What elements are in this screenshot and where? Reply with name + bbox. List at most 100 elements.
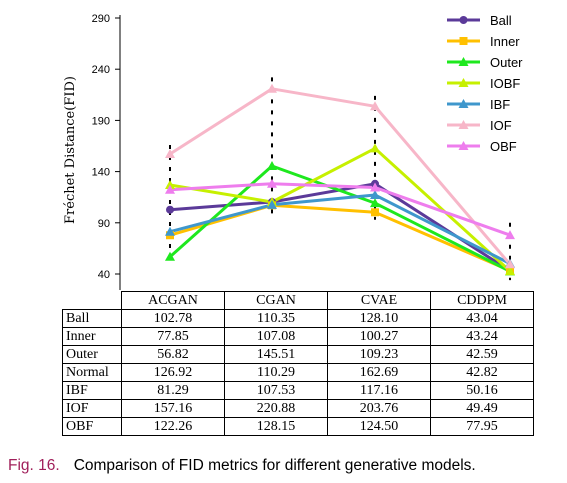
column-header: CDDPM	[430, 291, 534, 310]
table-cell: 110.29	[224, 363, 328, 382]
legend-label-inner: Inner	[490, 34, 520, 49]
data-point-obf	[370, 182, 380, 192]
data-point-iobf	[370, 143, 380, 153]
table-cell: 49.49	[430, 399, 534, 418]
table-cell: 203.76	[327, 399, 431, 418]
table-cell: 77.95	[430, 417, 534, 436]
legend-marker-ibf	[458, 99, 469, 108]
data-point-ball	[166, 205, 174, 214]
figure-caption: Fig. 16. Comparison of FID metrics for di…	[8, 457, 476, 475]
legend-marker-outer	[458, 57, 469, 66]
data-point-iof	[370, 101, 380, 111]
data-point-iobf	[165, 179, 175, 189]
table-row: IOF 157.16 220.88 203.76 49.49	[62, 399, 534, 418]
table-cell: 107.08	[224, 327, 328, 346]
table-cell: 126.92	[121, 363, 225, 382]
legend-marker-obf	[458, 141, 469, 150]
row-label: Ball	[62, 309, 122, 328]
table-body: Ball 102.78 110.35 128.10 43.04 Inner 77.85 107…	[62, 309, 534, 436]
y-tick-label: 240	[92, 64, 110, 76]
table-cell: 128.15	[224, 417, 328, 436]
table-row: Normal 126.92 110.29 162.69 42.82	[62, 363, 534, 382]
table-cell: 157.16	[121, 399, 225, 418]
table-cell: 43.24	[430, 327, 534, 346]
column-header: CVAE	[327, 291, 431, 310]
data-point-obf	[505, 230, 515, 240]
table-cell: 145.51	[224, 345, 328, 364]
y-axis-label: Fréchet Distance(FID)	[63, 76, 78, 224]
data-point-iof	[267, 83, 277, 93]
table-cell: 162.69	[327, 363, 431, 382]
data-point-iof	[505, 259, 515, 269]
y-tick-label: 290	[92, 13, 110, 25]
data-point-ibf	[370, 189, 380, 199]
y-tick-label: 140	[92, 167, 110, 179]
table-cell: 42.59	[430, 345, 534, 364]
row-label: Outer	[62, 345, 122, 364]
data-point-outer	[370, 198, 380, 208]
legend-marker-iof	[458, 120, 469, 129]
data-point-iof	[165, 149, 175, 159]
data-point-inner	[371, 208, 379, 217]
column-header: ACGAN	[121, 291, 225, 310]
table-cell: 42.82	[430, 363, 534, 382]
y-tick-label: 90	[98, 218, 110, 230]
chart-legend: Ball Inner Outer IOBF IBF IOF OBF	[447, 13, 523, 154]
table-cell: 124.50	[327, 417, 431, 436]
legend-label-ibf: IBF	[490, 97, 510, 112]
legend-marker-ball	[459, 16, 468, 24]
data-point-iobf	[505, 266, 515, 276]
series-line-obf	[169, 182, 511, 237]
y-tick-label: 40	[98, 269, 110, 281]
table-header-row: ACGAN CGAN CVAE CDDPM	[62, 291, 534, 310]
table-cell: 43.04	[430, 309, 534, 328]
table-cell: 100.27	[327, 327, 431, 346]
table-cell: 56.82	[121, 345, 225, 364]
data-point-ibf	[267, 199, 277, 209]
figure-caption-text: Comparison of FID metrics for different …	[73, 457, 476, 474]
table-cell: 220.88	[224, 399, 328, 418]
legend-marker-iobf	[458, 78, 469, 87]
row-label: Normal	[62, 363, 122, 382]
table-cell: 107.53	[224, 381, 328, 400]
column-header: CGAN	[224, 291, 328, 310]
row-label: IOF	[62, 399, 122, 418]
data-point-obf	[267, 178, 277, 188]
table-row: Outer 56.82 145.51 109.23 42.59	[62, 345, 534, 364]
table-cell: 117.16	[327, 381, 431, 400]
table-cell: 122.26	[121, 417, 225, 436]
legend-label-iof: IOF	[490, 118, 512, 133]
fid-results-table: ACGAN CGAN CVAE CDDPM Ball 102.78 110.35 128.1…	[62, 291, 534, 436]
row-label: IBF	[62, 381, 122, 400]
chart-axes: 40 90 140 190 240 290 Fréchet Distance(FID)	[63, 13, 121, 290]
data-point-ibf	[165, 226, 175, 236]
data-point-obf	[165, 184, 175, 194]
table-cell: 77.85	[121, 327, 225, 346]
fid-line-chart: 40 90 140 190 240 290 Fréchet Distance(FID) Ba…	[63, 13, 523, 290]
legend-label-outer: Outer	[490, 55, 523, 70]
legend-label-ball: Ball	[490, 13, 512, 28]
series-line-ball	[169, 182, 511, 273]
table-cell: 81.29	[121, 381, 225, 400]
data-point-outer	[267, 160, 277, 170]
table-row: OBF 122.26 128.15 124.50 77.95	[62, 417, 534, 436]
y-tick-label: 190	[92, 115, 110, 127]
table-corner-cell	[62, 291, 122, 310]
table-cell: 50.16	[430, 381, 534, 400]
row-label: OBF	[62, 417, 122, 436]
table-cell: 128.10	[327, 309, 431, 328]
legend-label-obf: OBF	[490, 139, 517, 154]
table-cell: 109.23	[327, 345, 431, 364]
table-row: Ball 102.78 110.35 128.10 43.04	[62, 309, 534, 328]
legend-label-iobf: IOBF	[490, 76, 520, 91]
table-cell: 102.78	[121, 309, 225, 328]
series-line-ibf	[169, 193, 511, 265]
series-line-iof	[169, 87, 512, 266]
series-line-inner	[169, 203, 511, 273]
data-point-outer	[165, 251, 175, 261]
legend-marker-inner	[459, 37, 468, 45]
table-row: Inner 77.85 107.08 100.27 43.24	[62, 327, 534, 346]
table-cell: 110.35	[224, 309, 328, 328]
table-row: IBF 81.29 107.53 117.16 50.16	[62, 381, 534, 400]
row-label: Inner	[62, 327, 122, 346]
